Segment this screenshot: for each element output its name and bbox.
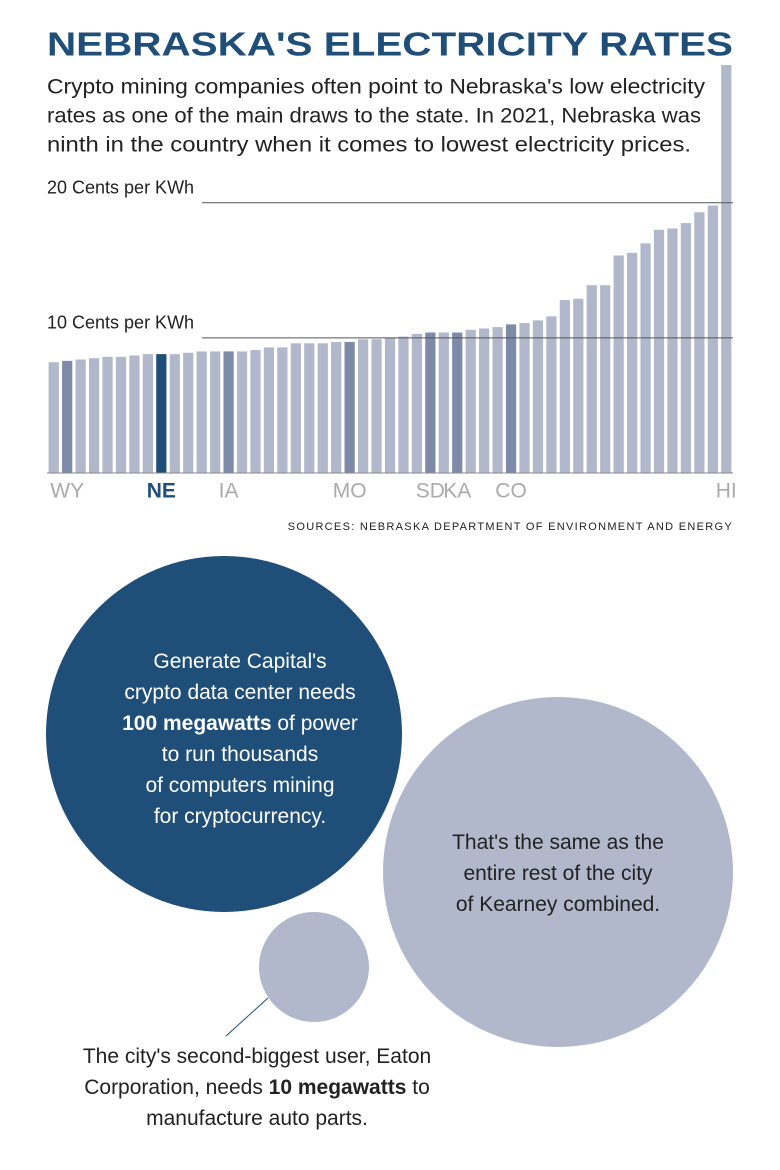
bar [425, 332, 436, 473]
bar [250, 350, 261, 473]
bubble-text-line: 100 megawatts of power [122, 712, 358, 735]
bar [707, 205, 718, 474]
bubble-text-line: crypto data center needs [124, 681, 355, 704]
bar [653, 229, 665, 473]
bar [694, 212, 705, 473]
bar [223, 351, 234, 473]
bar [371, 339, 382, 473]
bubble-text-line: for cryptocurrency. [154, 805, 326, 828]
text: to run thousands [162, 743, 318, 766]
bar [519, 323, 530, 473]
pointer-line [225, 997, 269, 1037]
text: manufacture auto parts. [146, 1107, 368, 1130]
x-tick-label: HI [716, 480, 737, 503]
bar [398, 336, 409, 473]
bar [210, 351, 221, 473]
bubble-text-line: That's the same as the [452, 831, 664, 854]
bubble-large [46, 556, 402, 912]
bar [48, 362, 59, 473]
bar [452, 332, 463, 473]
bubble-text-line: manufacture auto parts. [146, 1107, 368, 1130]
bar [277, 347, 288, 473]
x-tick-label: CO [495, 480, 527, 503]
text: of computers mining [145, 774, 334, 797]
bubble-text-line: The city's second-biggest user, Eaton [83, 1045, 431, 1068]
bar [721, 65, 732, 473]
bubble-text-line: Corporation, needs 10 megawatts to [84, 1076, 430, 1099]
bar [600, 285, 611, 473]
chart-title: NEBRASKA'S ELECTRICITY RATES [47, 26, 733, 63]
text: of power [272, 712, 358, 735]
x-tick-label: SD [416, 480, 445, 503]
text: crypto data center needs [124, 681, 355, 704]
bar [169, 354, 180, 473]
text: of Kearney combined. [456, 893, 660, 916]
x-tick-label: WY [50, 480, 84, 503]
bar [196, 351, 207, 473]
bubble-text-line: entire rest of the city [463, 862, 653, 885]
bar [680, 223, 692, 473]
bar [573, 298, 584, 473]
bar [156, 354, 167, 473]
bar [505, 324, 517, 473]
bar [88, 358, 100, 473]
bar [102, 356, 113, 473]
bar [559, 300, 570, 473]
bar [613, 255, 624, 473]
bar [62, 360, 73, 473]
subtitle-line: ninth in the country when it comes to lo… [47, 134, 691, 157]
bar [304, 343, 315, 473]
x-tick-label: NE [147, 480, 176, 503]
bar [129, 355, 140, 473]
bubble-medium [383, 697, 733, 1047]
text: to [406, 1076, 429, 1099]
y-tick-label: 20 Cents per KWh [47, 178, 194, 198]
bar [344, 341, 355, 473]
bubble-text-line: of Kearney combined. [456, 893, 660, 916]
y-tick-label: 10 Cents per KWh [47, 313, 194, 333]
bar [640, 243, 651, 473]
x-tick-label: IA [219, 480, 239, 503]
bold-text: 100 megawatts [122, 712, 271, 735]
text: Corporation, needs [84, 1076, 268, 1099]
bar [479, 328, 490, 473]
bar [411, 333, 423, 473]
bar [331, 341, 342, 473]
bar [465, 329, 476, 473]
bar [384, 337, 396, 473]
bar [492, 327, 503, 473]
bar [438, 332, 449, 473]
bar [317, 343, 328, 473]
bar [667, 228, 678, 473]
x-tick-label: MO [333, 480, 367, 503]
text: The city's second-biggest user, Eaton [83, 1045, 431, 1068]
source: SOURCES: NEBRASKA DEPARTMENT OF ENVIRONM… [288, 521, 733, 533]
text: That's the same as the [452, 831, 664, 854]
text: Generate Capital's [153, 650, 326, 673]
bar [142, 354, 153, 473]
bar [586, 285, 597, 473]
subtitle-line: Crypto mining companies often point to N… [47, 76, 706, 99]
bar [546, 316, 557, 473]
text: entire rest of the city [463, 862, 653, 885]
bubble-text-line: Generate Capital's [153, 650, 326, 673]
bar [263, 347, 275, 473]
bubble-texts: Generate Capital's crypto data center nee… [83, 650, 664, 1130]
bar [115, 356, 127, 473]
bar [290, 343, 301, 473]
bubble-text-line: to run thousands [162, 743, 318, 766]
bar [357, 339, 369, 473]
bubble-small [259, 912, 369, 1022]
bubble-text-line: of computers mining [145, 774, 334, 797]
bar [532, 320, 544, 473]
bar [183, 352, 194, 473]
bar [627, 252, 638, 473]
text: for cryptocurrency. [154, 805, 326, 828]
bold-text: 10 megawatts [269, 1076, 407, 1099]
bar [75, 359, 86, 473]
subtitle-line: rates as one of the main draws to the st… [47, 105, 701, 128]
x-tick-label: KA [443, 480, 471, 503]
bar [236, 351, 248, 473]
